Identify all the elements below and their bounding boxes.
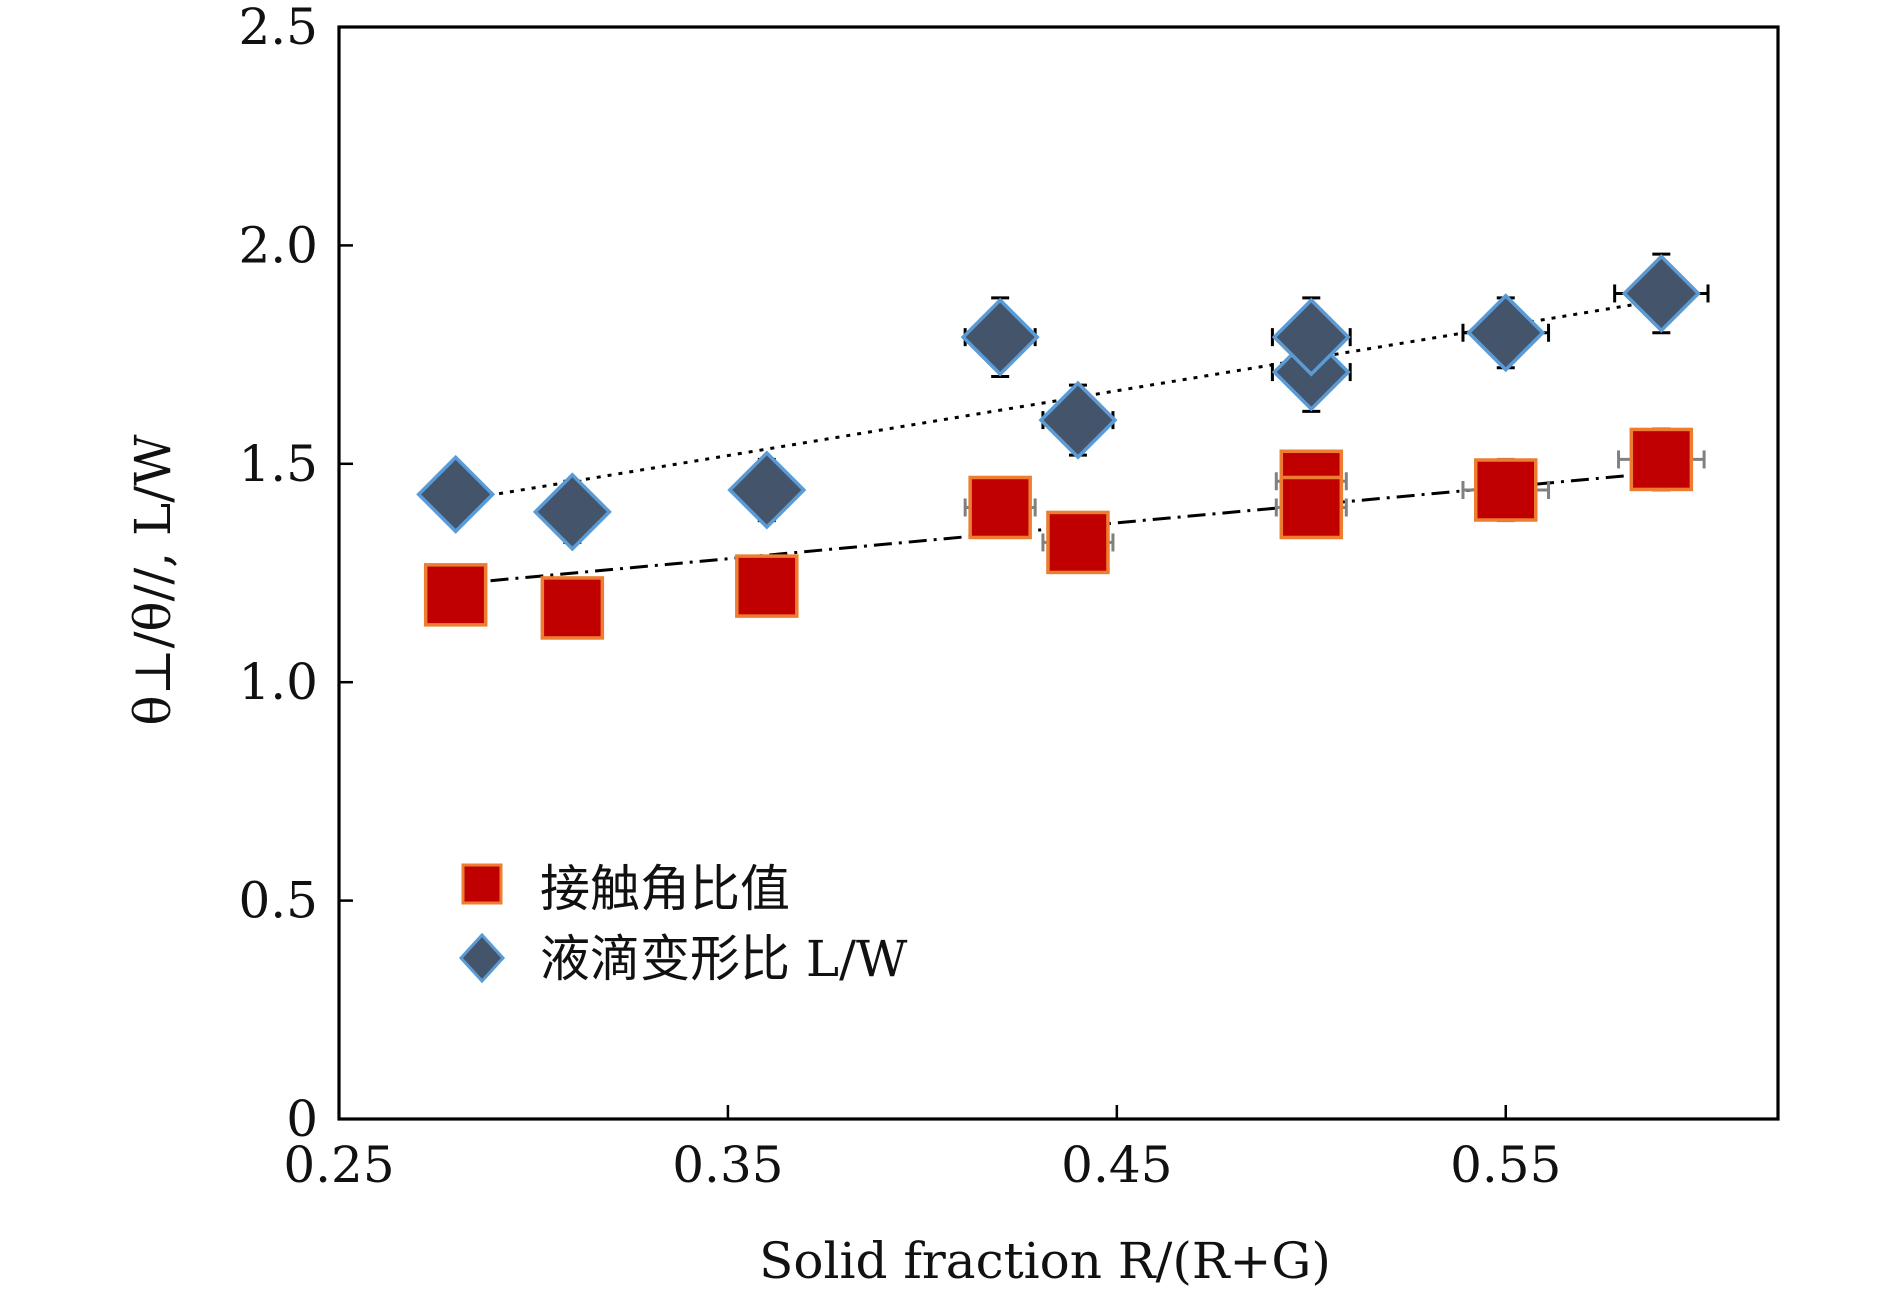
legend-label-deformation-ratio: 液滴变形比 L/W <box>540 930 908 988</box>
y-tick-label: 1.0 <box>238 653 318 711</box>
contact-angle-ratio-point <box>1279 475 1344 540</box>
x-tick-label: 0.25 <box>283 1136 394 1194</box>
contact-angle-ratio-point <box>968 475 1032 540</box>
y-tick-label: 2.5 <box>238 0 318 56</box>
deformation-ratio-point <box>1621 253 1701 333</box>
y-tick-label: 0 <box>286 1090 318 1148</box>
contact-angle-ratio-point <box>735 554 799 618</box>
legend-diamond-marker <box>458 932 506 984</box>
x-axis: 0.25 0.35 0.45 0.55 <box>283 1105 1561 1194</box>
deformation-ratio-point <box>1038 380 1118 460</box>
x-tick-label: 0.35 <box>672 1136 783 1194</box>
data-markers <box>416 253 1701 640</box>
contact-angle-ratio-point <box>423 563 488 627</box>
deformation-ratio-point <box>1271 297 1351 377</box>
deformation-ratio-point <box>727 450 807 530</box>
y-tick-label: 1.5 <box>238 435 318 493</box>
contact-angle-ratio-point <box>1474 458 1538 522</box>
legend-label-contact-angle: 接触角比值 <box>540 860 790 918</box>
legend: 接触角比值 液滴变形比 L/W <box>458 860 908 988</box>
y-axis: 0 0.5 1.0 1.5 2.0 2.5 <box>238 0 353 1148</box>
deformation-ratio-point <box>416 454 496 534</box>
contact-angle-ratio-point <box>1046 510 1110 575</box>
x-tick-label: 0.55 <box>1450 1136 1561 1194</box>
y-tick-label: 2.0 <box>238 216 318 274</box>
y-tick-label: 0.5 <box>238 872 318 930</box>
x-axis-title: Solid fraction R/(R+G) <box>759 1232 1331 1290</box>
deformation-ratio-point <box>532 472 612 552</box>
x-tick-label: 0.45 <box>1061 1136 1172 1194</box>
contact-angle-ratio-point <box>540 576 605 640</box>
y-axis-title: θ⊥/θ//, L/W <box>124 434 182 726</box>
legend-square-marker <box>461 863 503 905</box>
contact-angle-ratio-point <box>1629 427 1694 492</box>
plot-frame <box>337 25 1780 1121</box>
deformation-ratio-point <box>1466 293 1546 373</box>
deformation-ratio-point <box>960 297 1040 377</box>
